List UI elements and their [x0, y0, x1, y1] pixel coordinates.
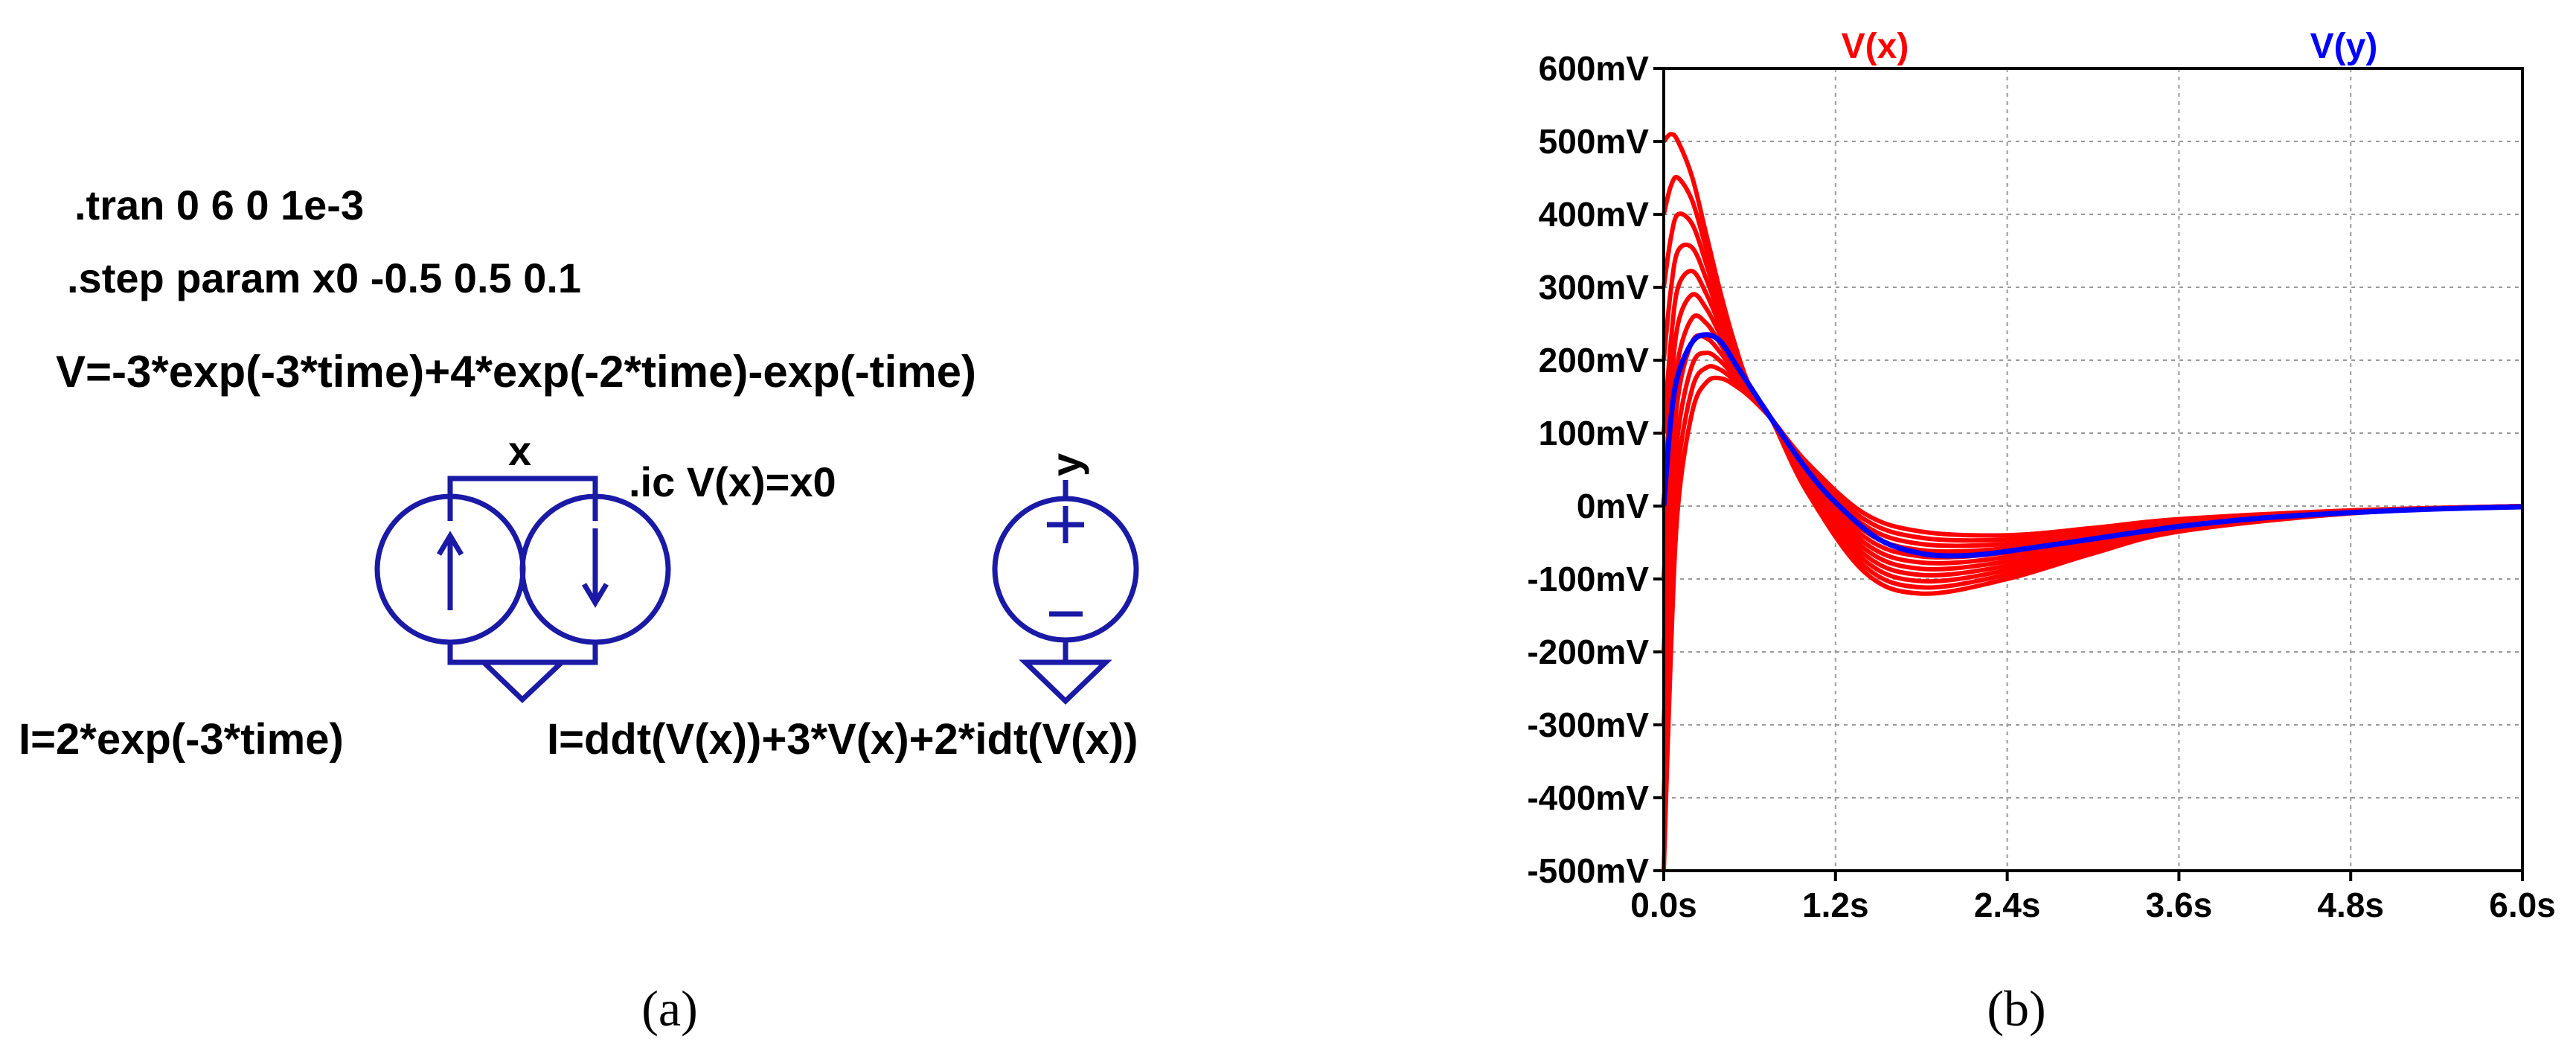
y-tick-label: -500mV	[1527, 851, 1649, 890]
y-tick-label: -100mV	[1527, 560, 1649, 598]
transient-chart: 600mV 500mV 400mV 300mV 200mV 100mV 0mV -100mV -…	[1527, 27, 2555, 924]
x-axis: 0.0s 1.2s 2.4s 3.6s 4.8s 6.0s	[1630, 871, 2556, 924]
node-y-label: y	[1042, 453, 1089, 476]
y-tick-label: -400mV	[1527, 778, 1649, 817]
legend-entry: V(x)	[1842, 27, 1909, 66]
node-x-label: x	[508, 427, 531, 474]
y-tick-label: 300mV	[1539, 268, 1650, 307]
x-tick-label: 3.6s	[2146, 886, 2213, 924]
vx-series-line	[1662, 269, 2523, 572]
grid	[1663, 68, 2523, 871]
y-tick-label: 500mV	[1539, 122, 1650, 161]
legend-entry: V(y)	[2310, 27, 2378, 66]
caption-left: (a)	[641, 980, 697, 1037]
ic-directive: .ic V(x)=x0	[629, 458, 836, 505]
y-tick-label: 400mV	[1539, 195, 1650, 234]
vx-series-line	[1662, 292, 2523, 566]
caption-right: (b)	[1987, 980, 2045, 1037]
vx-series-line	[1662, 364, 2523, 799]
x-tick-label: 4.8s	[2317, 886, 2384, 924]
vx-series-line	[1662, 333, 2523, 653]
x-tick-label: 0.0s	[1630, 886, 1697, 924]
series	[1661, 132, 2523, 871]
bottom-wire	[447, 640, 598, 665]
y-tick-label: 600mV	[1539, 49, 1650, 88]
x-tick-label: 1.2s	[1802, 886, 1869, 924]
vx-series-line	[1662, 132, 2523, 596]
tran-directive: .tran 0 6 0 1e-3	[74, 182, 364, 228]
arrow-up-icon	[436, 531, 464, 556]
current-source-1-expression: I=2*exp(-3*time)	[19, 715, 344, 764]
voltage-source	[992, 480, 1139, 705]
voltage-source-expression: V=-3*exp(-3*time)+4*exp(-2*time)-exp(-ti…	[56, 347, 976, 397]
x-tick-label: 2.4s	[1974, 886, 2041, 924]
plot-frame	[1662, 67, 2524, 872]
y-tick-label: -200mV	[1527, 633, 1649, 671]
y-tick-label: 100mV	[1539, 414, 1650, 452]
current-source-pair	[374, 476, 671, 703]
ground-icon	[1019, 659, 1112, 705]
legend: V(x) V(y)	[1842, 27, 2378, 66]
y-tick-label: 200mV	[1539, 341, 1650, 380]
current-source-2-expression: I=ddt(V(x))+3*V(x)+2*idt(V(x))	[547, 715, 1138, 764]
y-tick-label: -300mV	[1527, 706, 1649, 744]
y-axis: 600mV 500mV 400mV 300mV 200mV 100mV 0mV -100mV -…	[1527, 49, 1664, 890]
x-tick-label: 6.0s	[2489, 886, 2556, 924]
step-directive: .step param x0 -0.5 0.5 0.1	[67, 255, 581, 301]
vy-series-line	[1661, 332, 2523, 559]
y-tick-label: 0mV	[1577, 487, 1649, 525]
arrow-down-icon	[581, 583, 609, 608]
top-wire	[447, 476, 598, 521]
circuit-schematic: .tran 0 6 0 1e-3 .step param x0 -0.5 0.5…	[19, 182, 1139, 764]
ground-icon	[477, 659, 568, 703]
